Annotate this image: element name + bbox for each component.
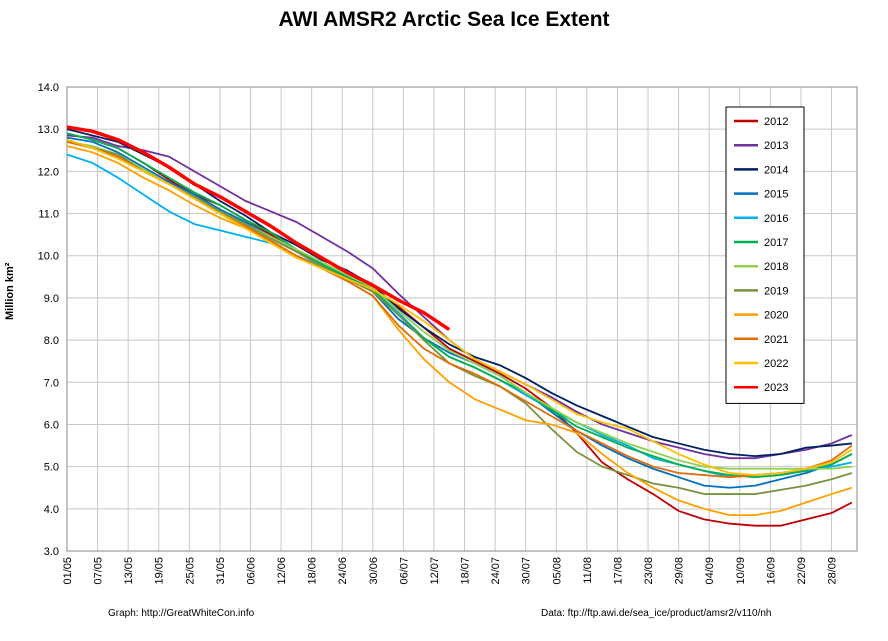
x-tick-label: 22/09 xyxy=(796,557,808,585)
y-tick-label: 3.0 xyxy=(44,546,59,558)
legend-label-2018: 2018 xyxy=(764,261,788,273)
legend-label-2021: 2021 xyxy=(764,334,788,346)
axes: 3.0 4.0 5.0 6.0 7.0 8.0 9.0 10.0 11.0 12.0 13.0 14.… xyxy=(38,82,858,585)
data-source-credit: Data: ftp://ftp.awi.de/sea_ice/product/a… xyxy=(541,608,772,619)
series-line-2019 xyxy=(66,138,853,495)
x-tick-label: 12/07 xyxy=(429,557,441,585)
x-tick-label: 19/05 xyxy=(154,557,166,585)
y-tick-label: 14.0 xyxy=(38,82,59,94)
series-line-2020 xyxy=(66,145,853,517)
y-tick-label: 9.0 xyxy=(44,293,59,305)
legend-box xyxy=(725,106,805,404)
series-lines xyxy=(66,125,853,527)
y-tick-label: 12.0 xyxy=(38,166,59,178)
legend-label-2022: 2022 xyxy=(764,358,788,370)
x-tick-label: 29/08 xyxy=(674,557,686,585)
x-tick-label: 23/08 xyxy=(643,557,655,585)
x-tick-label: 10/09 xyxy=(735,557,747,585)
series-line-2023 xyxy=(66,125,451,332)
legend-label-2017: 2017 xyxy=(764,237,788,249)
y-tick-label: 6.0 xyxy=(44,419,59,431)
plot-border xyxy=(66,86,858,552)
y-tick-label: 11.0 xyxy=(38,209,59,221)
legend-label-2023: 2023 xyxy=(764,382,788,394)
x-tick-label: 04/09 xyxy=(704,557,716,585)
x-tick-label: 05/08 xyxy=(551,557,563,585)
legend-label-2016: 2016 xyxy=(764,213,788,225)
x-tick-label: 06/06 xyxy=(245,557,257,585)
x-tick-label: 24/07 xyxy=(490,557,502,585)
legend-label-2015: 2015 xyxy=(764,189,788,201)
legend-label-2020: 2020 xyxy=(764,310,788,322)
legend: 2012 2013 2014 2015 2016 2017 2018 2019 2020 2021… xyxy=(725,106,805,404)
x-tick-label: 07/05 xyxy=(93,557,105,585)
y-tick-label: 13.0 xyxy=(38,124,59,136)
x-tick-label: 01/05 xyxy=(62,557,74,585)
x-tick-label: 28/09 xyxy=(827,557,839,585)
x-tick-label: 30/07 xyxy=(521,557,533,585)
y-tick-label: 8.0 xyxy=(44,335,59,347)
y-tick-label: 10.0 xyxy=(38,251,59,263)
legend-label-2014: 2014 xyxy=(764,164,788,176)
graph-credit: Graph: http://GreatWhiteCon.info xyxy=(108,608,255,619)
legend-label-2013: 2013 xyxy=(764,140,788,152)
y-tick-label: 4.0 xyxy=(44,504,59,516)
x-tick-label: 31/05 xyxy=(215,557,227,585)
x-tick-label: 16/09 xyxy=(765,557,777,585)
legend-label-2012: 2012 xyxy=(764,116,788,128)
x-tick-label: 30/06 xyxy=(368,557,380,585)
x-tick-label: 24/06 xyxy=(337,557,349,585)
x-tick-label: 18/06 xyxy=(307,557,319,585)
chart-title: AWI AMSR2 Arctic Sea Ice Extent xyxy=(278,8,610,31)
series-line-2017 xyxy=(66,132,853,479)
y-tick-label: 7.0 xyxy=(44,377,59,389)
x-tick-label: 06/07 xyxy=(398,557,410,585)
y-tick-label: 5.0 xyxy=(44,462,59,474)
x-tick-label: 17/08 xyxy=(612,557,624,585)
x-tick-label: 18/07 xyxy=(460,557,472,585)
legend-label-2019: 2019 xyxy=(764,285,788,297)
x-tick-label: 11/08 xyxy=(582,557,594,584)
series-line-2022 xyxy=(66,138,853,476)
x-tick-label: 13/05 xyxy=(123,557,135,585)
x-tick-label: 12/06 xyxy=(276,557,288,585)
series-line-2015 xyxy=(66,136,853,489)
x-tick-label: 25/05 xyxy=(184,557,196,585)
